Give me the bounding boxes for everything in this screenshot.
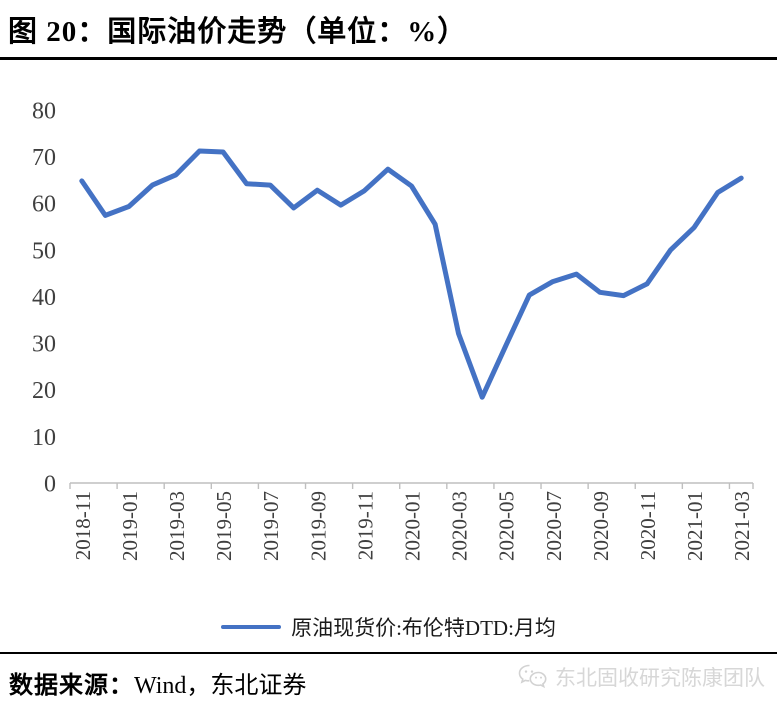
y-tick-label: 60 xyxy=(32,192,56,218)
legend-label: 原油现货价:布伦特DTD:月均 xyxy=(291,616,556,640)
x-tick-label: 2019-09 xyxy=(306,491,330,561)
y-tick-label: 30 xyxy=(32,332,56,358)
x-tick-label: 2021-01 xyxy=(683,491,707,561)
y-tick-label: 70 xyxy=(32,145,56,171)
oil-price-line-chart: 0 10 20 30 40 50 60 70 80 2018-11 2019-01 2019-03 20… xyxy=(32,98,754,561)
data-source: 数据来源：Wind，东北证券 xyxy=(9,665,306,700)
x-tick-label: 2019-05 xyxy=(212,491,236,561)
team-watermark: 东北固收研究陈康团队 xyxy=(517,662,765,692)
x-tick-label: 2019-07 xyxy=(259,491,283,561)
x-tick-label: 2020-11 xyxy=(636,491,660,560)
footer-divider xyxy=(0,652,777,654)
x-tick-label: 2021-03 xyxy=(730,491,754,561)
watermark-text: 东北固收研究陈康团队 xyxy=(555,666,765,690)
y-tick-label: 20 xyxy=(32,378,56,404)
y-tick-label: 80 xyxy=(32,98,56,124)
legend-line-sample xyxy=(221,625,282,629)
x-tick-label: 2019-11 xyxy=(353,491,377,560)
x-tick-label: 2020-01 xyxy=(401,491,425,561)
y-tick-label: 0 xyxy=(44,471,56,497)
y-tick-label: 40 xyxy=(32,285,56,311)
data-source-value: Wind，东北证券 xyxy=(134,673,307,699)
x-tick-label: 2019-01 xyxy=(118,491,142,561)
x-tick-label: 2020-05 xyxy=(495,491,519,561)
title-divider xyxy=(0,57,777,60)
x-tick-label: 2020-09 xyxy=(589,491,613,561)
wechat-chat-bubbles-icon xyxy=(518,664,547,689)
y-tick-label: 10 xyxy=(32,425,56,451)
figure-title: 图 20：国际油价走势（单位：%） xyxy=(8,16,468,48)
chart-legend: 原油现货价:布伦特DTD:月均 xyxy=(0,612,777,642)
x-tick-label: 2018-11 xyxy=(71,491,95,560)
x-tick-label: 2020-07 xyxy=(542,491,566,561)
data-source-label: 数据来源： xyxy=(9,673,134,699)
x-tick-label: 2020-03 xyxy=(448,491,472,561)
x-tick-label: 2019-03 xyxy=(165,491,189,561)
price-line xyxy=(79,148,744,400)
y-tick-label: 50 xyxy=(32,238,56,264)
